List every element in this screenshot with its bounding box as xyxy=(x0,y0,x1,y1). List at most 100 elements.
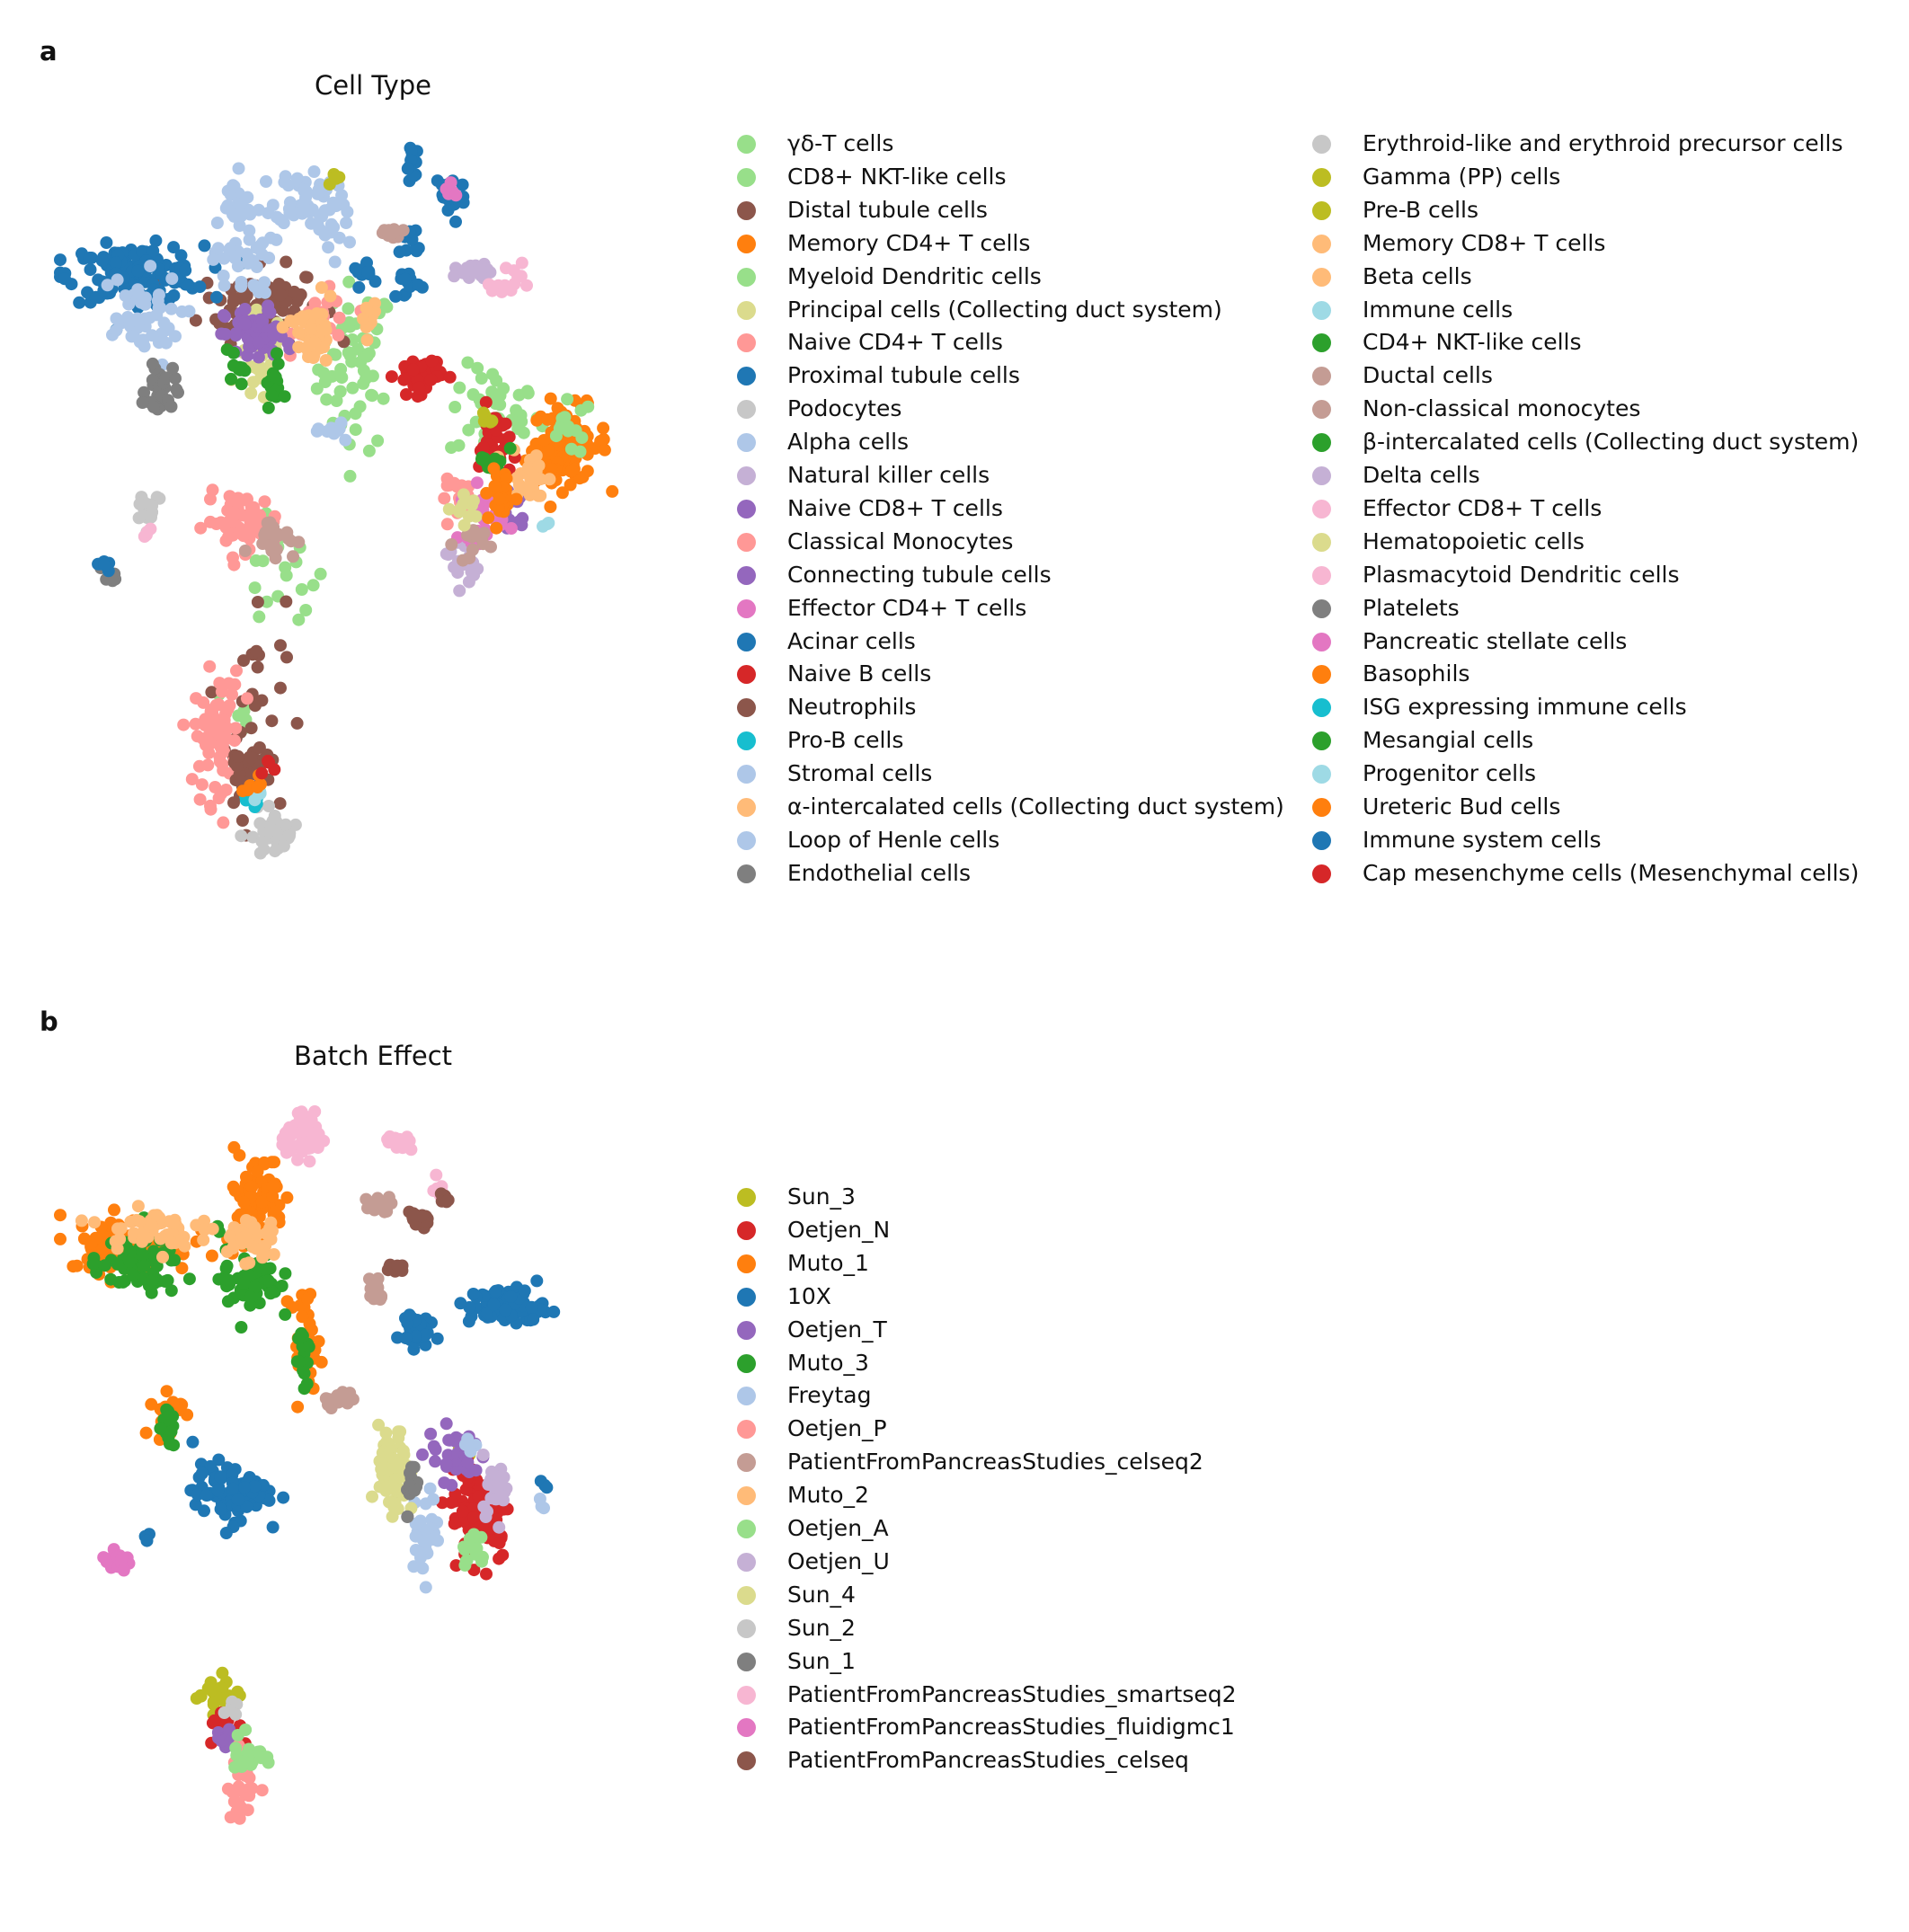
scatter-point xyxy=(238,545,252,557)
scatter-point xyxy=(261,517,274,529)
series-points xyxy=(401,1460,424,1523)
scatter-point xyxy=(484,266,497,279)
scatter-point xyxy=(379,1426,393,1440)
scatter-point xyxy=(400,1133,413,1147)
series-points xyxy=(476,1449,513,1534)
scatter-point xyxy=(499,417,512,430)
scatter-point xyxy=(497,382,511,395)
scatter-point xyxy=(92,273,105,287)
scatter-point xyxy=(385,370,398,384)
legend-label: Gamma (PP) cells xyxy=(1363,163,1561,190)
legend-label: Ductal cells xyxy=(1363,362,1493,389)
legend-marker xyxy=(1312,234,1331,253)
scatter-point xyxy=(278,390,291,403)
scatter-point xyxy=(190,692,203,705)
scatter-point xyxy=(480,1307,493,1320)
scatter-point xyxy=(482,1478,495,1491)
scatter-point xyxy=(228,678,242,691)
scatter-point xyxy=(448,401,462,413)
chart-title: Cell Type xyxy=(314,70,432,101)
scatter-point xyxy=(54,1232,67,1245)
scatter-point xyxy=(243,1789,256,1803)
scatter-point xyxy=(479,395,493,409)
scatter-point xyxy=(254,1751,268,1765)
scatter-point xyxy=(228,734,241,748)
legend-label: Muto_1 xyxy=(787,1249,869,1276)
series-points xyxy=(238,223,410,565)
scatter-point xyxy=(250,644,263,658)
scatter-point xyxy=(177,718,191,731)
legend-label: PatientFromPancreasStudies_smartseq2 xyxy=(787,1680,1237,1707)
scatter-point xyxy=(237,1277,251,1290)
scatter-point xyxy=(493,398,507,412)
scatter-point xyxy=(510,403,523,417)
scatter-point xyxy=(467,1502,480,1515)
legend-marker xyxy=(737,1420,756,1440)
scatter-point xyxy=(138,312,152,325)
legend-label: Immune system cells xyxy=(1363,826,1602,853)
scatter-point xyxy=(231,1493,244,1506)
scatter-point xyxy=(235,493,249,507)
scatter-point xyxy=(265,714,279,728)
scatter-point xyxy=(527,1313,540,1326)
scatter-point xyxy=(212,792,226,805)
scatter-point xyxy=(262,401,275,414)
scatter-point xyxy=(490,374,503,387)
scatter-point xyxy=(389,1460,403,1474)
scatter-point xyxy=(218,279,231,292)
legend-label: Effector CD8+ T cells xyxy=(1363,494,1603,521)
series-points xyxy=(323,168,346,191)
legend-label: Sun_3 xyxy=(787,1183,856,1210)
legend-marker xyxy=(737,798,756,817)
scatter-point xyxy=(413,1514,427,1528)
legend-marker xyxy=(737,731,756,751)
scatter-point xyxy=(218,1706,231,1719)
scatter-point xyxy=(458,265,472,279)
scatter-point xyxy=(273,797,287,811)
scatter-point xyxy=(380,1435,394,1449)
scatter-point xyxy=(561,393,574,406)
scatter-point xyxy=(565,464,579,477)
scatter-point xyxy=(448,270,461,283)
legend-label: Beta cells xyxy=(1363,262,1472,289)
scatter-point xyxy=(287,550,299,563)
scatter-point xyxy=(512,478,526,492)
legend-label: Neutrophils xyxy=(787,694,917,721)
legend-marker xyxy=(737,433,756,453)
scatter-point xyxy=(409,1529,422,1543)
scatter-point xyxy=(431,1332,444,1345)
legend-marker xyxy=(737,864,756,883)
scatter-point xyxy=(150,308,164,322)
series-points xyxy=(251,800,302,858)
scatter-point xyxy=(573,472,586,485)
scatter-point xyxy=(214,739,227,752)
legend-label: Distal tubule cells xyxy=(787,196,988,223)
scatter-point xyxy=(189,717,202,731)
scatter-point xyxy=(409,243,422,256)
series-points xyxy=(292,323,333,367)
legend-label: Muto_3 xyxy=(787,1349,869,1376)
scatter-point xyxy=(147,244,160,258)
scatter-point xyxy=(113,1233,127,1245)
scatter-point xyxy=(424,1427,438,1440)
legend-label: Loop of Henle cells xyxy=(787,826,1000,853)
scatter-point xyxy=(167,1217,180,1230)
scatter-point xyxy=(111,1257,124,1271)
scatter-point xyxy=(233,219,246,233)
scatter-point xyxy=(230,759,244,773)
scatter-point xyxy=(438,492,451,505)
scatter-point xyxy=(296,310,309,323)
legend-marker xyxy=(737,1453,756,1473)
legend-label: Naive B cells xyxy=(787,660,932,687)
legend-marker xyxy=(1312,565,1331,585)
scatter-point xyxy=(235,814,249,827)
scatter-point xyxy=(457,518,471,532)
scatter-point xyxy=(532,489,546,502)
scatter-point xyxy=(231,1729,244,1741)
scatter-point xyxy=(251,781,264,793)
scatter-point xyxy=(214,1681,227,1695)
scatter-point xyxy=(265,389,279,403)
scatter-point xyxy=(375,1290,387,1304)
scatter-point xyxy=(257,843,271,856)
scatter-point xyxy=(144,260,157,273)
